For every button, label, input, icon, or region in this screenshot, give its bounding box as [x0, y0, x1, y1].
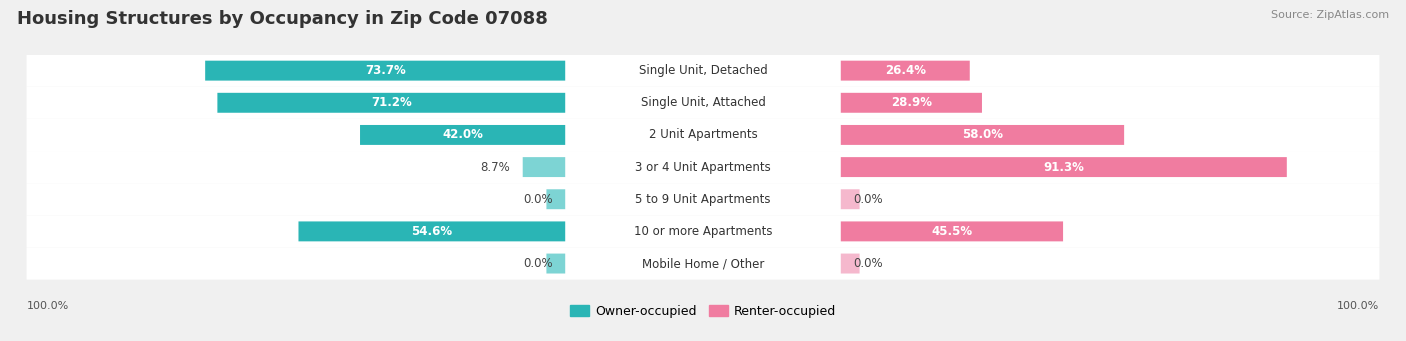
Text: 58.0%: 58.0% [962, 129, 1002, 142]
Text: Source: ZipAtlas.com: Source: ZipAtlas.com [1271, 10, 1389, 20]
Text: 100.0%: 100.0% [27, 300, 69, 311]
FancyBboxPatch shape [27, 87, 1379, 119]
Text: 0.0%: 0.0% [523, 193, 553, 206]
Text: Single Unit, Attached: Single Unit, Attached [641, 96, 765, 109]
FancyBboxPatch shape [205, 61, 565, 80]
FancyBboxPatch shape [360, 125, 565, 145]
Text: 0.0%: 0.0% [523, 257, 553, 270]
Text: Single Unit, Detached: Single Unit, Detached [638, 64, 768, 77]
FancyBboxPatch shape [841, 93, 981, 113]
Text: 2 Unit Apartments: 2 Unit Apartments [648, 129, 758, 142]
Text: 5 to 9 Unit Apartments: 5 to 9 Unit Apartments [636, 193, 770, 206]
FancyBboxPatch shape [27, 55, 1379, 87]
FancyBboxPatch shape [547, 254, 565, 273]
FancyBboxPatch shape [523, 157, 565, 177]
FancyBboxPatch shape [218, 93, 565, 113]
Text: 0.0%: 0.0% [853, 257, 883, 270]
Text: 54.6%: 54.6% [412, 225, 453, 238]
FancyBboxPatch shape [27, 183, 1379, 215]
FancyBboxPatch shape [841, 157, 1286, 177]
Text: 45.5%: 45.5% [931, 225, 973, 238]
Legend: Owner-occupied, Renter-occupied: Owner-occupied, Renter-occupied [565, 300, 841, 323]
FancyBboxPatch shape [841, 125, 1125, 145]
Text: 26.4%: 26.4% [884, 64, 925, 77]
FancyBboxPatch shape [841, 221, 1063, 241]
Text: 73.7%: 73.7% [364, 64, 405, 77]
FancyBboxPatch shape [27, 248, 1379, 280]
FancyBboxPatch shape [27, 119, 1379, 151]
Text: 100.0%: 100.0% [1337, 300, 1379, 311]
FancyBboxPatch shape [547, 189, 565, 209]
Text: Housing Structures by Occupancy in Zip Code 07088: Housing Structures by Occupancy in Zip C… [17, 10, 548, 28]
FancyBboxPatch shape [298, 221, 565, 241]
Text: 42.0%: 42.0% [441, 129, 484, 142]
Text: 71.2%: 71.2% [371, 96, 412, 109]
FancyBboxPatch shape [841, 189, 859, 209]
FancyBboxPatch shape [27, 215, 1379, 248]
FancyBboxPatch shape [841, 254, 859, 273]
Text: Mobile Home / Other: Mobile Home / Other [641, 257, 765, 270]
Text: 91.3%: 91.3% [1043, 161, 1084, 174]
Text: 8.7%: 8.7% [481, 161, 510, 174]
Text: 28.9%: 28.9% [891, 96, 932, 109]
Text: 10 or more Apartments: 10 or more Apartments [634, 225, 772, 238]
Text: 0.0%: 0.0% [853, 193, 883, 206]
FancyBboxPatch shape [27, 151, 1379, 183]
FancyBboxPatch shape [841, 61, 970, 80]
Text: 3 or 4 Unit Apartments: 3 or 4 Unit Apartments [636, 161, 770, 174]
